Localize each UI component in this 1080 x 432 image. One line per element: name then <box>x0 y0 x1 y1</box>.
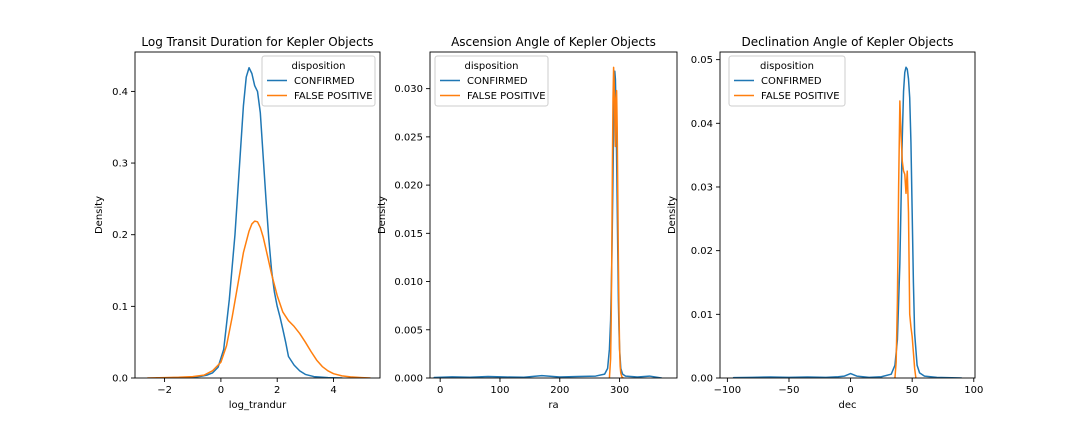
axes-frame <box>719 51 976 379</box>
panel-ascension-angle: 0 100 200 300 0.000 0.005 0.010 0.015 0.020 0.025… <box>377 35 678 411</box>
panel-declination-angle: −100 −50 0 50 100 0.00 0.01 0.02 0.03 0.04 0.05 Dec… <box>667 35 983 411</box>
chart-title: Declination Angle of Kepler Objects <box>741 35 953 49</box>
legend-entry-label: CONFIRMED <box>761 76 822 87</box>
y-tick-label: 0.2 <box>112 230 128 241</box>
y-tick-label: 0.01 <box>691 310 713 321</box>
y-tick-label: 0.05 <box>691 55 713 66</box>
y-tick-label: 0.005 <box>394 325 423 336</box>
y-tick-label: 0.010 <box>394 277 423 288</box>
series-group <box>146 67 371 378</box>
axes-frame <box>134 51 381 379</box>
legend-entry-label: FALSE POSITIVE <box>467 91 546 102</box>
legend-box <box>434 55 549 107</box>
legend-entry-label: FALSE POSITIVE <box>761 91 840 102</box>
x-tick-label: −2 <box>157 385 172 396</box>
legend-box <box>728 55 846 107</box>
x-tick-label: −100 <box>714 385 741 396</box>
legend-entry-label: CONFIRMED <box>294 76 355 87</box>
y-axis-label: Density <box>667 196 678 234</box>
series-line-false-positive <box>146 220 371 378</box>
panel-log-transit-duration: −2 0 2 4 0.0 0.1 0.2 0.3 0.4 Log Transit Duration… <box>94 35 381 411</box>
legend: disposition CONFIRMED FALSE POSITIVE <box>261 55 376 107</box>
legend-title: disposition <box>465 61 519 72</box>
y-tick-label: 0.1 <box>112 302 128 313</box>
x-axis-label: log_trandur <box>229 400 287 411</box>
legend-entry-label: CONFIRMED <box>467 76 528 87</box>
x-tick-label: 4 <box>330 385 336 396</box>
x-axis-label: ra <box>548 400 558 411</box>
x-tick-label: 200 <box>550 385 569 396</box>
x-tick-label: 100 <box>490 385 509 396</box>
series-line-confirmed <box>155 67 343 378</box>
y-tick-label: 0.030 <box>394 84 423 95</box>
y-tick-label: 0.02 <box>691 246 713 257</box>
legend-box <box>261 55 376 107</box>
y-tick-label: 0.015 <box>394 229 423 240</box>
x-axis-label: dec <box>839 400 857 411</box>
y-tick-label: 0.3 <box>112 159 128 170</box>
y-tick-label: 0.020 <box>394 181 423 192</box>
chart-title: Log Transit Duration for Kepler Objects <box>141 35 373 49</box>
y-axis-label: Density <box>377 196 388 234</box>
y-tick-label: 0.025 <box>394 132 423 143</box>
series-line-false-positive <box>894 100 917 378</box>
y-tick-label: 0.00 <box>691 374 713 385</box>
y-tick-label: 0.4 <box>112 87 128 98</box>
legend-title: disposition <box>760 61 814 72</box>
legend-title: disposition <box>292 61 346 72</box>
x-tick-label: 50 <box>906 385 919 396</box>
series-line-false-positive <box>608 66 624 378</box>
x-tick-label: 100 <box>964 385 983 396</box>
legend: disposition CONFIRMED FALSE POSITIVE <box>434 55 549 107</box>
x-tick-label: 0 <box>437 385 443 396</box>
series-group <box>433 66 663 378</box>
y-tick-label: 0.0 <box>112 374 128 385</box>
x-tick-label: −50 <box>778 385 799 396</box>
y-axis-label: Density <box>94 196 105 234</box>
series-line-confirmed <box>732 66 963 378</box>
x-tick-label: 0 <box>847 385 853 396</box>
x-tick-label: 2 <box>274 385 280 396</box>
chart-title: Ascension Angle of Kepler Objects <box>451 35 656 49</box>
y-tick-label: 0.000 <box>394 374 423 385</box>
y-tick-label: 0.04 <box>691 119 713 130</box>
series-group <box>732 66 963 378</box>
legend-entry-label: FALSE POSITIVE <box>294 91 373 102</box>
x-tick-label: 0 <box>218 385 224 396</box>
legend: disposition CONFIRMED FALSE POSITIVE <box>728 55 846 107</box>
y-tick-label: 0.03 <box>691 182 713 193</box>
x-tick-label: 300 <box>610 385 629 396</box>
axes-frame <box>429 51 678 379</box>
